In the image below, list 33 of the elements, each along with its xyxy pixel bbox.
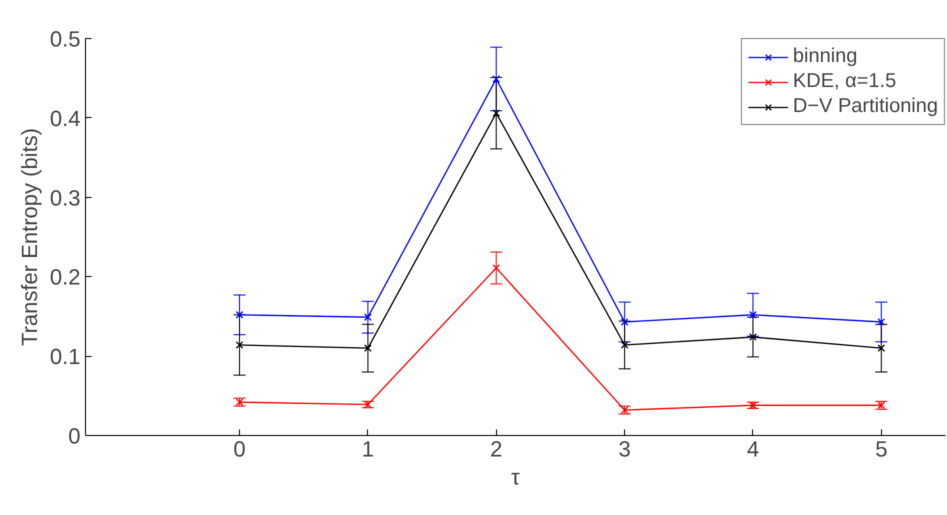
point	[236, 310, 244, 319]
x-tick-label: 1	[362, 436, 374, 462]
point	[364, 313, 372, 322]
y-tick-label: 0.1	[50, 344, 81, 370]
y-axis-title: Transfer Entropy (bits)	[16, 128, 42, 346]
x-tick-label: 5	[875, 436, 888, 462]
point	[877, 401, 886, 410]
point	[620, 406, 628, 414]
x-axis-title: τ	[511, 464, 520, 490]
y-tick-label: 0.3	[50, 185, 81, 210]
point	[620, 318, 628, 326]
point	[620, 341, 628, 349]
point	[236, 398, 244, 406]
x-tick-label: 0	[233, 436, 246, 462]
point	[364, 344, 372, 352]
point	[364, 400, 372, 408]
point	[236, 341, 244, 349]
point	[877, 318, 886, 326]
x-tick-label: 4	[746, 436, 760, 462]
point	[877, 344, 886, 352]
point	[492, 75, 500, 83]
x-tick-label: 2	[490, 436, 502, 462]
point	[492, 109, 500, 117]
y-tick-label: 0.4	[50, 106, 81, 131]
point	[749, 310, 757, 319]
x-tick-label: 3	[618, 436, 631, 462]
y-tick-label: 0.2	[50, 264, 81, 290]
legend-label: KDE, α=1.5	[792, 70, 896, 93]
legend-label: binning	[792, 45, 858, 68]
y-tick-label: 0.5	[50, 26, 81, 52]
point	[492, 264, 500, 272]
point	[749, 333, 757, 341]
legend-label: D−V Partitioning	[792, 95, 938, 118]
